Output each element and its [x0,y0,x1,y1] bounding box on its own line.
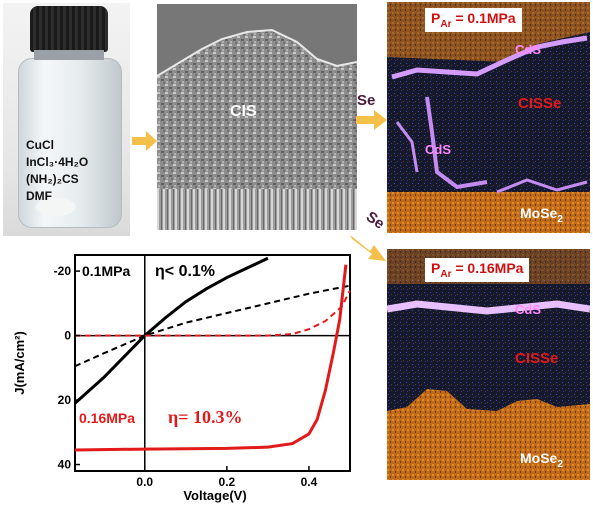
cisse-label-top: CISSe [518,95,562,112]
y-tick-label: 20 [58,393,72,407]
jv-series-3 [75,290,351,337]
x-tick-label: 0.2 [219,475,236,489]
pressure-label-bottom: PAr = 0.16MPa [425,258,530,282]
x-axis-label: Voltage(V) [183,488,246,503]
vial-neck [34,50,104,60]
jv-series-1 [74,284,351,368]
se-arrow-label-top: Se [357,92,376,109]
plot-frame [74,254,351,472]
jv-series-2 [74,264,348,452]
y-tick-label: 40 [58,458,72,472]
solution-line-2: InCl₃·4H₂O [26,155,89,169]
mose-label-top: MoSe2 [520,205,563,225]
cisse-label-bottom: CISSe [515,350,559,367]
solution-line-3: (NH₂)₂CS [26,172,79,186]
sem-label: CIS [230,103,257,120]
arrow-right-icon [356,110,387,130]
solution-line-4: DMF [26,189,52,203]
jv-series-0 [73,256,269,405]
y-tick-label: 0 [64,329,71,343]
cds-label-bottom: CdS [515,302,541,317]
cds-label-top-1: CdS [515,42,541,57]
x-tick-label: 0.4 [301,475,318,489]
eds-map-bottom [387,249,590,480]
vial-sediment [36,198,76,216]
jv-chart: 0.0 0.2 0.4 -20 0 20 40 0.1MPa η< 0.1% 0.16MPa… [12,254,351,503]
arrow-diagonal-icon [350,235,386,261]
y-axis-label: J(mA/cm²) [12,331,27,395]
annotation-eta-low: η< 0.1% [155,263,215,280]
annotation-eta-high: η= 10.3% [168,407,242,427]
annotation-0.1mpa: 0.1MPa [82,263,130,279]
arrow-right-icon [132,131,157,151]
vial-cap [30,6,108,52]
eds-map-top [387,2,590,233]
cds-label-top-2: CdS [425,142,451,157]
solution-line-1: CuCl [26,138,54,152]
y-tick-label: -20 [54,264,72,278]
mose-label-bottom: MoSe2 [520,450,563,470]
pressure-label-top: PAr = 0.1MPa [425,8,522,32]
annotation-0.16mpa: 0.16MPa [79,410,135,426]
sem-cross-section-image [157,4,357,230]
x-tick-label: 0.0 [136,475,153,489]
